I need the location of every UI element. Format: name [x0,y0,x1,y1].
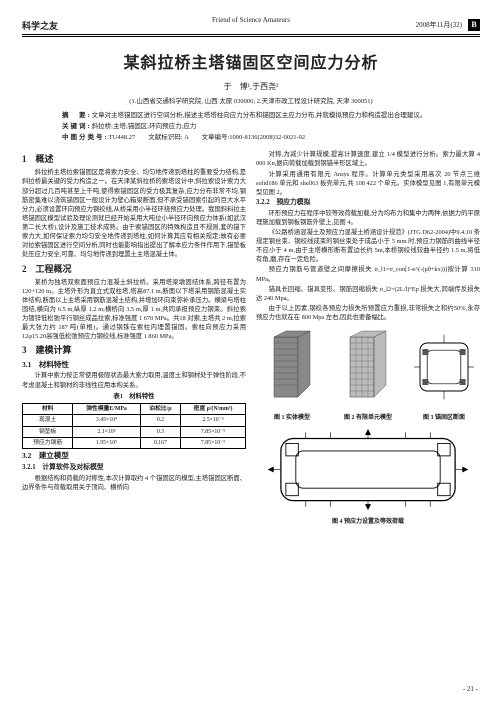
title: 某斜拉桥主塔锚固区空间应力分析 [22,49,480,73]
abstract-label: 摘 要: [62,112,92,119]
fig4-box: 图 4 预应力设置及等效荷载 [256,426,480,527]
para-322: 环形预应力在程序中较等效荷载加载,分为均布力和集中力两种,依据力的平原理施加载到… [256,209,480,227]
fig2-box: 图 2 有限单元模型 [332,325,404,423]
t1-r1c1: 2.1×10⁵ [73,426,140,437]
para-322b: 《公路桥涵混凝土及预应力混凝土桥涵设计规范》(JTG D62-2004)中9.4… [256,228,480,265]
table1-caption: 表1 材料特性 [22,392,246,401]
t1-r2c2: 0.167 [140,437,180,448]
fig1-caption: 图 1 实体模型 [256,414,328,423]
fig3-caption: 图 3 锚固区断面 [408,414,480,423]
keywords-label: 关键词: [62,123,92,130]
t1-r1c2: 0.3 [140,426,180,437]
para-322d: 锚具长回缩、锚具变形、钢筋回缩损失 σ_l2=(2L/l)°Ep 损失大,同端传… [256,285,480,303]
abstract-block: 摘 要:文章对主塔锚固区进行空间分析,描述主塔塔柱向应力分布和锚固区主应力分布,… [62,111,452,142]
fig4-icon [256,426,480,513]
table-1: 材料 弹性模量E/MPa 泊松比/μ 密度 ρ/(N/mm³) 现混土 3.45… [22,403,246,450]
header-left: 科学之友 [22,19,58,32]
keywords-text: 斜拉桥;主塔;锚固区;环向预应力;应力 [92,123,197,130]
authors: 于 博¹,于西尧² [22,81,480,92]
t1-r2c3: 7.85×10⁻⁵ [181,437,246,448]
right-column: 对称,为减少计算规模,提高计算速度,建立 1/4 模型进行分析。索力最大算 4 … [256,150,480,527]
para-1a: 斜拉桥主塔拉索锚固区是将索力安全、均匀地传递到塔柱的重要受力结构,是斜拉桥最关键… [22,168,246,259]
para-321: 根据结构和荷载的对称性,本次计算取约 4 个锚固区的模型,主塔锚固区断面、边界条… [22,474,246,492]
sec-1: 1 概述 [22,153,246,166]
fig3-box: 图 3 锚固区断面 [408,325,480,423]
fig1-box: 图 1 实体模型 [256,325,328,423]
header-right: 2008年11月(32) [416,21,462,29]
page-number: - 21 - [463,685,478,693]
para-322e: 由于以上因素,钢绞各预应力损失所预置应力重损,非常损失之和约50%,永存预应力也… [256,304,480,322]
sec-3-2: 3.2 建立模型 [22,451,246,462]
t1-r1c0: 钢垫板 [23,426,73,437]
figure-row-1: 图 1 实体模型 [256,325,480,423]
sec-2: 2 工程概况 [22,263,246,276]
left-column: 1 概述 斜拉桥主塔拉索锚固区是将索力安全、均匀地传递到塔柱的重要受力结构,是斜… [22,150,246,527]
t1-r1c3: 7.85×10⁻⁵ [181,426,246,437]
sec-3-1: 3.1 材料特性 [22,360,246,371]
header-center: Friend of Science Amateurs [212,16,290,24]
fig4-caption: 图 4 预应力设置及等效荷载 [256,518,480,527]
t1-h3: 密度 ρ/(N/mm³) [181,403,246,414]
t1-r0c3: 2.5×10⁻⁵ [181,415,246,426]
header-right-wrap: 2008年11月(32) B [416,14,480,32]
header-badge: B [468,19,480,31]
abstract-text: 文章对主塔锚固区进行空间分析,描述主塔塔柱向应力分布和锚固区主应力分布,并就模拟… [92,112,427,119]
t1-h0: 材料 [23,403,73,414]
para-31: 计算中索力按正常使用极限状态最大索力取用,温度土和钢材处于弹性阶段,不考虑混凝土… [22,371,246,389]
class-text: TU448.27 文献标识码: A 文章编号:1000-8136(2008)32… [109,134,305,141]
affiliation: (1.山西省交通科学研究院, 山西 太原 030006; 2.天津市政工程设计研… [22,95,480,105]
para-2a: 某桥为独塔双索面预应力混凝土斜拉桥。采用塔梁墩固结体系,跨径布置为 120+12… [22,278,246,342]
fig3-icon [408,325,480,409]
fig2-caption: 图 2 有限单元模型 [332,414,404,423]
para-top: 对称,为减少计算规模,提高计算速度,建立 1/4 模型进行分析。索力最大算 4 … [256,150,480,168]
class-label: 中图分类号: [62,134,109,141]
fig2-icon [332,325,404,409]
para-322c: 预应力钢筋与管道壁之间摩擦损失 σ_l1=σ_con[1-e^(-(μθ+kx)… [256,265,480,283]
t1-r0c0: 现混土 [23,415,73,426]
fig1-icon [256,325,328,409]
sec-3-2-1: 3.2.1 计算软件及对标模型 [22,463,246,473]
t1-h1: 弹性模量E/MPa [73,403,140,414]
t1-r0c1: 3.45×10⁴ [73,415,140,426]
t1-r2c0: 预应力钢筋 [23,437,73,448]
sec-3-2-2: 3.2.2 预应力模拟 [256,198,480,208]
sec-3: 3 建模计算 [22,344,246,357]
t1-r2c1: 1.95×10⁵ [73,437,140,448]
t1-h2: 泊松比/μ [140,403,180,414]
para-top2: 计算采用通用有限元 Ansys 程序。计算单元类型采用高次 20 节点三维 so… [256,170,480,197]
t1-r0c2: 0.2 [140,415,180,426]
